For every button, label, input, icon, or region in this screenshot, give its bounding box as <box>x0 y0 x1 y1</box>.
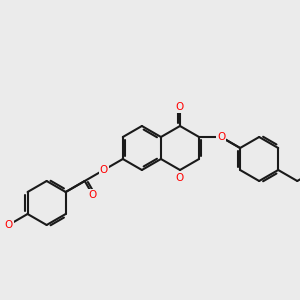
Text: O: O <box>176 173 184 183</box>
Text: O: O <box>217 132 225 142</box>
Text: O: O <box>4 220 13 230</box>
Text: O: O <box>89 190 97 200</box>
Text: O: O <box>100 165 108 175</box>
Text: O: O <box>176 102 184 112</box>
